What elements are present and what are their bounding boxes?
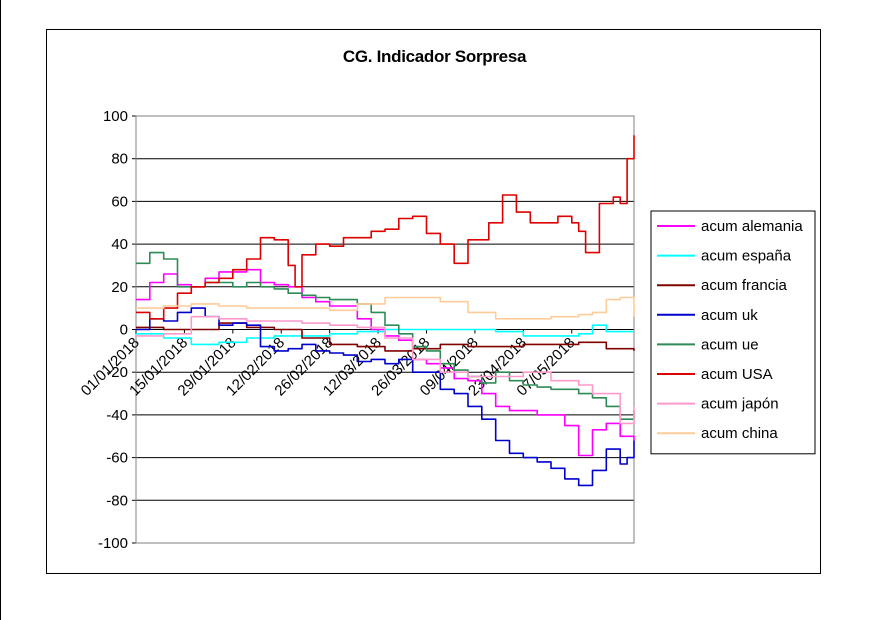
- y-tick-label: 40: [111, 236, 128, 253]
- legend-label-5: acum USA: [701, 366, 773, 383]
- line-chart: 100806040200-20-40-60-80-10001/01/201815…: [78, 108, 816, 552]
- window-left-edge: [0, 0, 1, 620]
- y-tick-label: -60: [106, 450, 128, 467]
- y-tick-label: -100: [98, 535, 128, 552]
- y-tick-label: 100: [103, 108, 128, 125]
- y-tick-label: 0: [120, 322, 128, 339]
- y-tick-label: 80: [111, 151, 128, 168]
- y-tick-label: -40: [106, 407, 128, 424]
- y-tick-label: 20: [111, 279, 128, 296]
- legend-label-4: acum ue: [701, 336, 759, 353]
- legend-label-7: acum china: [701, 425, 778, 442]
- series-line-3: [136, 307, 635, 487]
- legend-label-3: acum uk: [701, 307, 758, 324]
- series-line-4: [136, 251, 635, 420]
- legend-label-0: acum alemania: [701, 218, 803, 235]
- legend-label-2: acum francia: [701, 277, 788, 294]
- legend-label-1: acum españa: [701, 248, 792, 265]
- y-tick-label: 60: [111, 193, 128, 210]
- legend-box: [650, 210, 816, 455]
- y-tick-label: -80: [106, 492, 128, 509]
- series-line-6: [136, 315, 635, 425]
- y-tick-label: -20: [106, 364, 128, 381]
- series-line-7: [136, 296, 635, 320]
- chart-title: CG. Indicador Sorpresa: [342, 47, 527, 66]
- series-line-5: [136, 135, 635, 320]
- legend-label-6: acum japón: [701, 396, 779, 413]
- chart-frame: CG. Indicador Sorpresa 100 80 60 40 20 0 -20 -4…: [46, 29, 821, 574]
